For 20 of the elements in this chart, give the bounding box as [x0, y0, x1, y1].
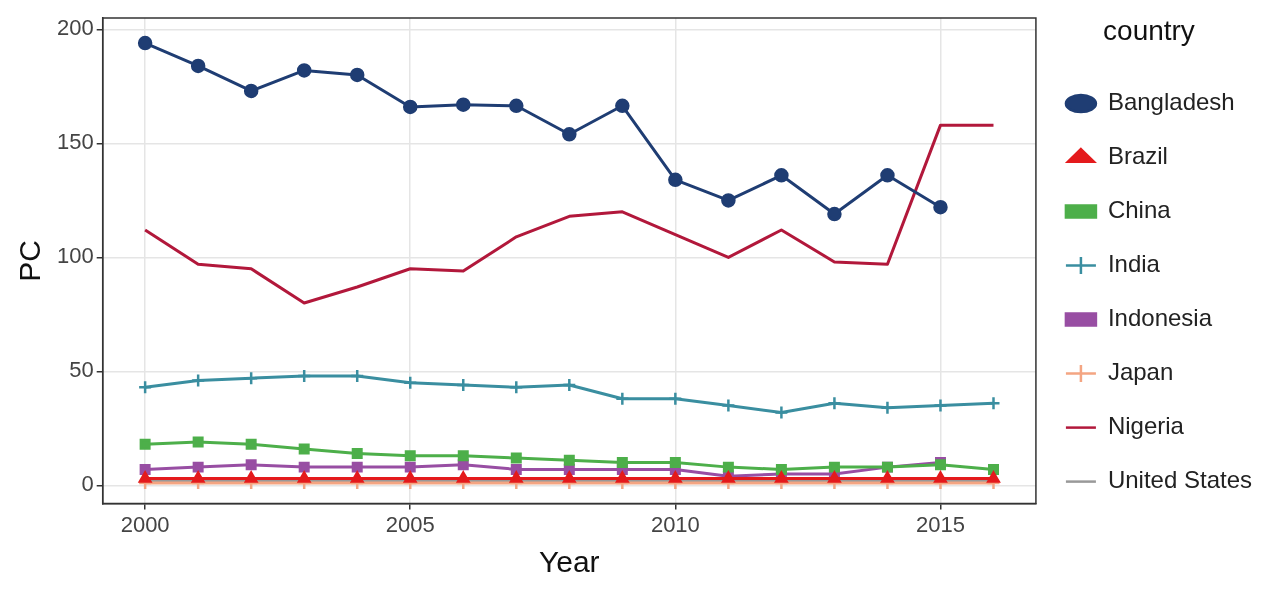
- legend-label: Bangladesh: [1107, 88, 1235, 116]
- legend-label: Brazil: [1107, 142, 1168, 170]
- legend-label: India: [1107, 250, 1161, 278]
- legend-label: China: [1107, 196, 1172, 224]
- y-tick-label: 50: [69, 357, 94, 383]
- y-axis-title: PC: [13, 239, 47, 282]
- x-tick-label: 2010: [650, 511, 700, 537]
- y-tick-label: 100: [56, 243, 94, 269]
- x-tick-label: 2015: [916, 511, 965, 537]
- legend-title: country: [1103, 14, 1195, 46]
- y-tick-label: 150: [56, 129, 94, 155]
- y-tick-label: 200: [56, 15, 94, 41]
- x-tick-label: 2000: [120, 511, 170, 537]
- legend-label: Japan: [1107, 358, 1174, 386]
- legend-label: Indonesia: [1107, 304, 1213, 332]
- x-tick-label: 2005: [385, 511, 435, 537]
- y-tick-label: 0: [81, 471, 94, 497]
- x-axis-title: Year: [539, 545, 600, 579]
- legend-label: Nigeria: [1107, 412, 1185, 440]
- legend-label: United States: [1107, 466, 1253, 494]
